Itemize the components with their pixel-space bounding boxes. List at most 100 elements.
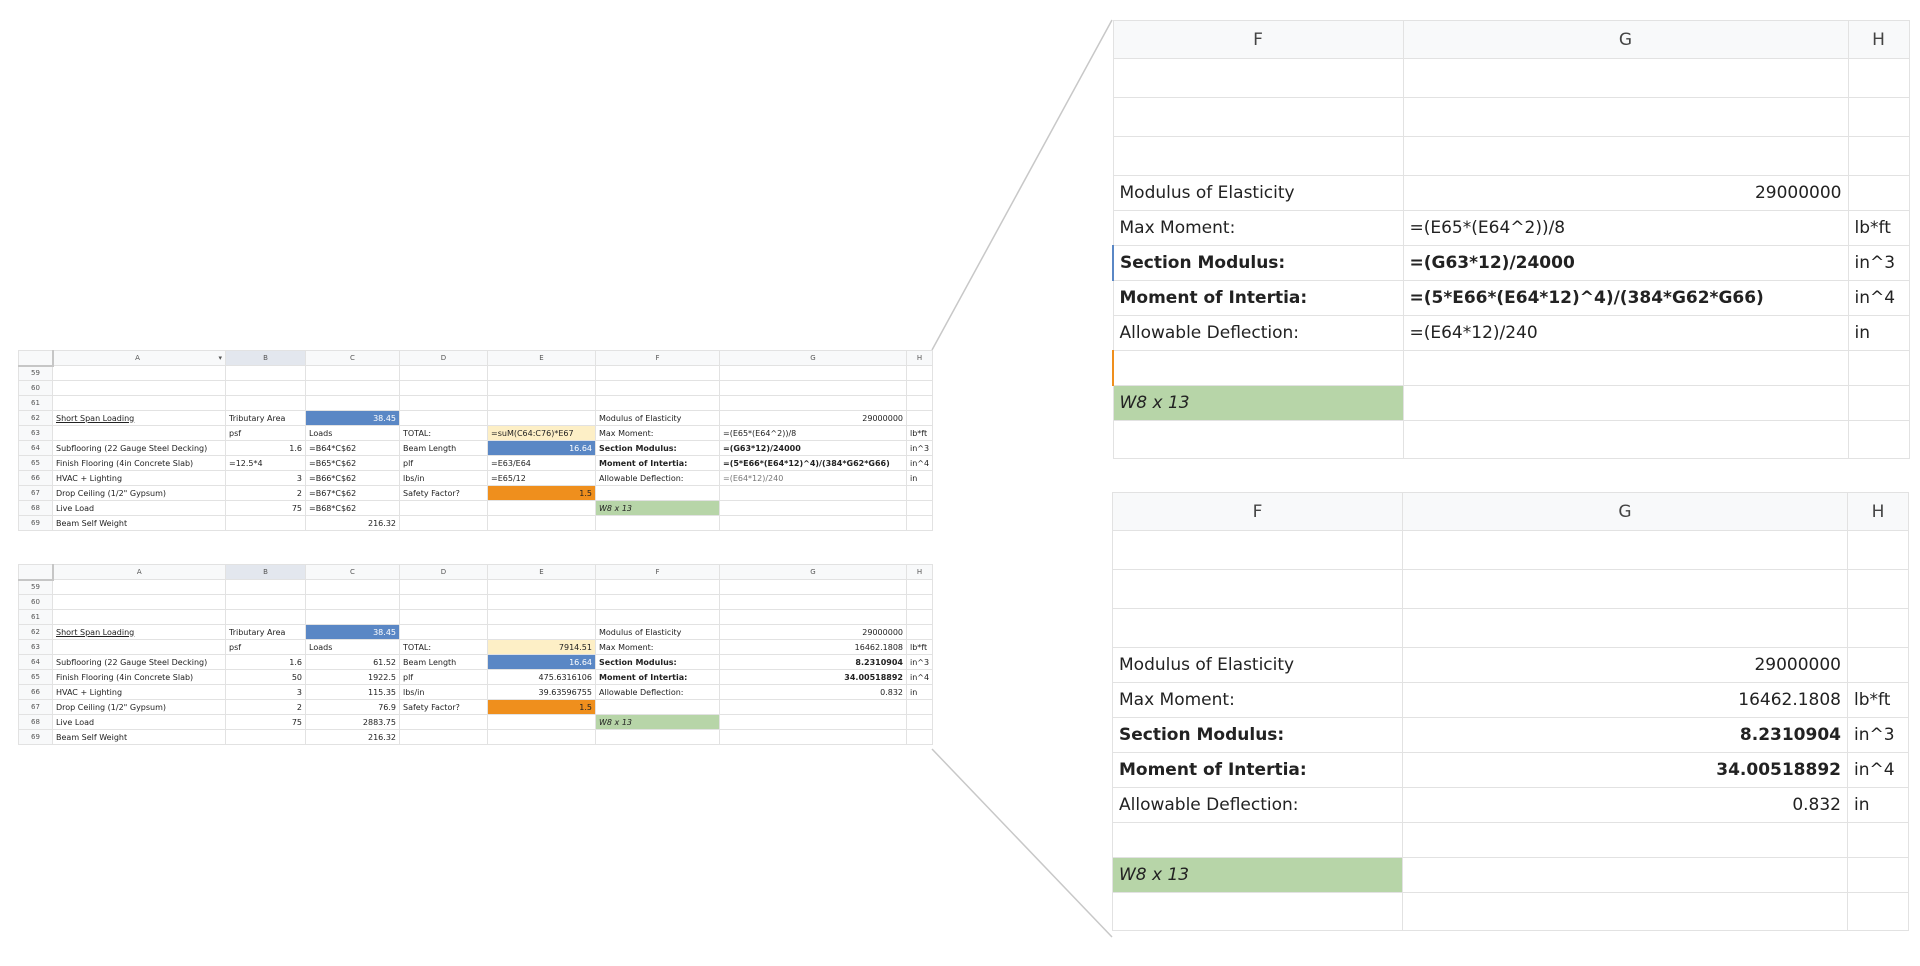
cell[interactable] xyxy=(719,609,907,625)
cell-label[interactable]: Allowable Deflection: xyxy=(1112,787,1403,823)
cell[interactable] xyxy=(906,699,933,715)
cell[interactable] xyxy=(1847,58,1910,98)
cell-unit[interactable]: lb*ft xyxy=(1847,682,1909,718)
cell[interactable] xyxy=(399,594,488,610)
cell[interactable] xyxy=(1112,350,1404,386)
cell-value[interactable]: 16462.1808 xyxy=(1402,682,1848,718)
cell-formula[interactable]: =B68*C$62 xyxy=(305,500,400,516)
cell[interactable] xyxy=(719,699,907,715)
cell-unit[interactable]: in xyxy=(1847,787,1909,823)
row-header[interactable]: 60 xyxy=(18,380,53,396)
cell[interactable] xyxy=(225,365,306,381)
cell-unit[interactable]: lb*ft xyxy=(906,639,933,655)
cell-label[interactable]: Live Load xyxy=(52,500,226,516)
cell[interactable] xyxy=(52,395,226,411)
cell[interactable] xyxy=(906,410,933,426)
cell[interactable] xyxy=(487,579,596,595)
cell-label[interactable]: Beam Length xyxy=(399,440,488,456)
cell[interactable] xyxy=(1402,97,1849,137)
cell[interactable] xyxy=(595,729,720,745)
cell[interactable] xyxy=(1112,530,1403,570)
cell[interactable] xyxy=(487,410,596,426)
column-header-f[interactable]: F xyxy=(1112,492,1403,531)
cell-unit[interactable]: in^4 xyxy=(1847,752,1909,788)
sheet-corner[interactable] xyxy=(18,350,54,367)
cell[interactable] xyxy=(487,515,596,531)
cell-label[interactable]: Finish Flooring (4in Concrete Slab) xyxy=(52,455,226,471)
column-header-e[interactable]: E xyxy=(487,350,596,366)
cell-label[interactable]: Moment of Intertia: xyxy=(595,669,720,685)
cell[interactable] xyxy=(1847,97,1910,137)
column-header-c[interactable]: C xyxy=(305,564,400,580)
cell[interactable] xyxy=(1402,892,1848,931)
cell-label[interactable]: Modulus of Elasticity xyxy=(595,410,720,426)
cell[interactable] xyxy=(52,365,226,381)
cell-formula[interactable]: =(E64*12)/240 xyxy=(1402,315,1849,351)
cell[interactable] xyxy=(487,729,596,745)
cell[interactable] xyxy=(719,729,907,745)
cell-label[interactable]: Moment of Intertia: xyxy=(1112,280,1404,316)
cell[interactable] xyxy=(1847,175,1910,211)
cell-label[interactable]: Modulus of Elasticity xyxy=(1112,175,1404,211)
cell-value[interactable]: 115.35 xyxy=(305,684,400,700)
cell[interactable] xyxy=(1112,569,1403,609)
cell-tributary-area[interactable]: 38.45 xyxy=(305,410,400,426)
cell-unit[interactable]: in xyxy=(1847,315,1910,351)
cell[interactable] xyxy=(305,579,400,595)
cell-label[interactable]: Moment of Intertia: xyxy=(595,455,720,471)
cell-value[interactable]: 39.63596755 xyxy=(487,684,596,700)
cell-value[interactable]: 29000000 xyxy=(719,624,907,640)
cell-label[interactable]: Section Modulus: xyxy=(1112,717,1403,753)
cell[interactable] xyxy=(595,365,720,381)
column-header-h[interactable]: H xyxy=(1847,492,1909,531)
cell[interactable] xyxy=(595,579,720,595)
row-header[interactable]: 63 xyxy=(18,425,53,441)
cell-beam-length[interactable]: 16.64 xyxy=(487,440,596,456)
cell-label[interactable]: HVAC + Lighting xyxy=(52,684,226,700)
cell[interactable] xyxy=(906,365,933,381)
cell-formula[interactable]: =(G63*12)/24000 xyxy=(1402,245,1849,281)
cell[interactable] xyxy=(1402,608,1848,648)
cell-formula[interactable]: =B66*C$62 xyxy=(305,470,400,486)
cell-label[interactable]: Allowable Deflection: xyxy=(595,470,720,486)
row-header[interactable]: 65 xyxy=(18,669,53,685)
cell[interactable] xyxy=(487,395,596,411)
cell[interactable] xyxy=(225,594,306,610)
cell[interactable] xyxy=(595,515,720,531)
cell-value[interactable]: 0.832 xyxy=(719,684,907,700)
row-header[interactable]: 64 xyxy=(18,440,53,456)
row-header[interactable]: 60 xyxy=(18,594,53,610)
column-header-d[interactable]: D xyxy=(399,350,488,366)
cell[interactable] xyxy=(487,714,596,730)
cell[interactable] xyxy=(1112,97,1404,137)
column-header-g[interactable]: G xyxy=(1402,20,1849,59)
cell-formula[interactable]: =(E64*12)/240 xyxy=(719,470,907,486)
cell[interactable] xyxy=(399,365,488,381)
row-header[interactable]: 59 xyxy=(18,365,53,381)
cell[interactable] xyxy=(399,609,488,625)
cell-value[interactable]: 0.832 xyxy=(1402,787,1848,823)
cell-label[interactable]: Loads xyxy=(305,425,400,441)
cell[interactable] xyxy=(1112,822,1403,858)
cell[interactable] xyxy=(399,410,488,426)
cell-value[interactable]: 29000000 xyxy=(1402,175,1849,211)
row-header[interactable]: 59 xyxy=(18,579,53,595)
cell[interactable] xyxy=(399,515,488,531)
cell-value[interactable]: 1.6 xyxy=(225,440,306,456)
column-header-g[interactable]: G xyxy=(719,350,907,366)
cell[interactable] xyxy=(52,594,226,610)
cell-label[interactable]: Max Moment: xyxy=(595,639,720,655)
cell-formula[interactable]: =(E65*(E64^2))/8 xyxy=(1402,210,1849,246)
column-header-f[interactable]: F xyxy=(595,350,720,366)
cell-label[interactable]: Allowable Deflection: xyxy=(1112,315,1404,351)
cell[interactable] xyxy=(906,579,933,595)
cell-value[interactable]: 61.52 xyxy=(305,654,400,670)
cell[interactable] xyxy=(1847,530,1909,570)
cell[interactable] xyxy=(906,395,933,411)
cell-label[interactable]: Safety Factor? xyxy=(399,699,488,715)
cell-value[interactable]: 216.32 xyxy=(305,729,400,745)
cell[interactable] xyxy=(225,515,306,531)
cell[interactable] xyxy=(1402,857,1848,893)
cell[interactable] xyxy=(225,609,306,625)
cell-label[interactable]: Subflooring (22 Gauge Steel Decking) xyxy=(52,440,226,456)
